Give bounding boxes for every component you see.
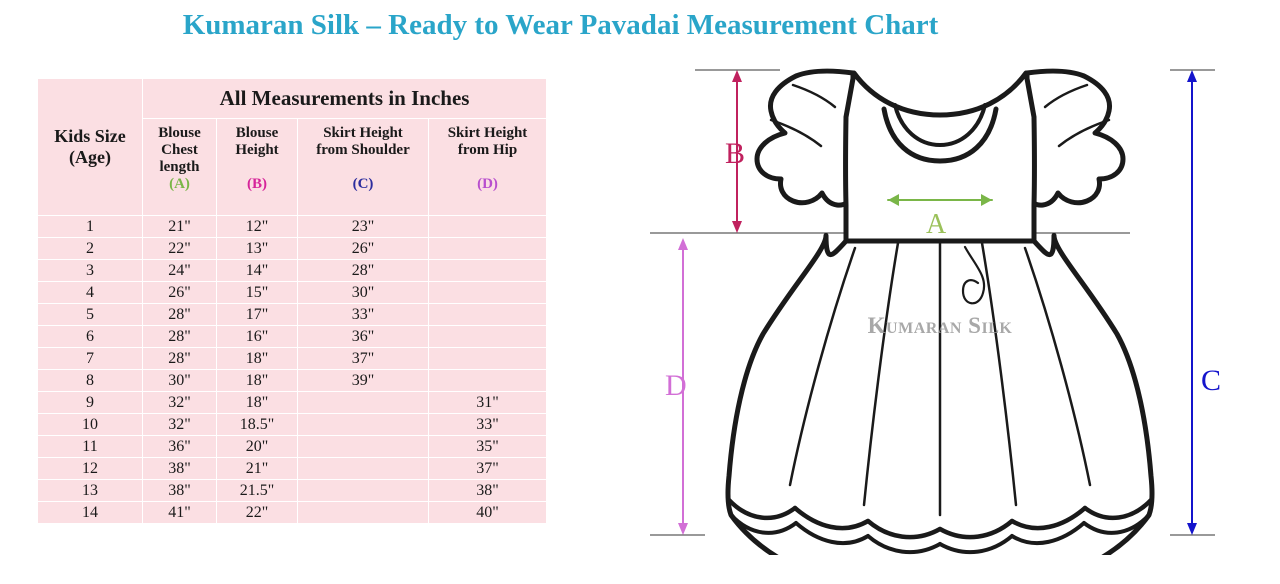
svg-text:Kumaran Silk: Kumaran Silk <box>868 313 1013 338</box>
svg-text:C: C <box>1201 364 1221 397</box>
svg-text:B: B <box>725 137 745 170</box>
svg-text:A: A <box>926 209 947 240</box>
svg-text:D: D <box>665 369 687 402</box>
